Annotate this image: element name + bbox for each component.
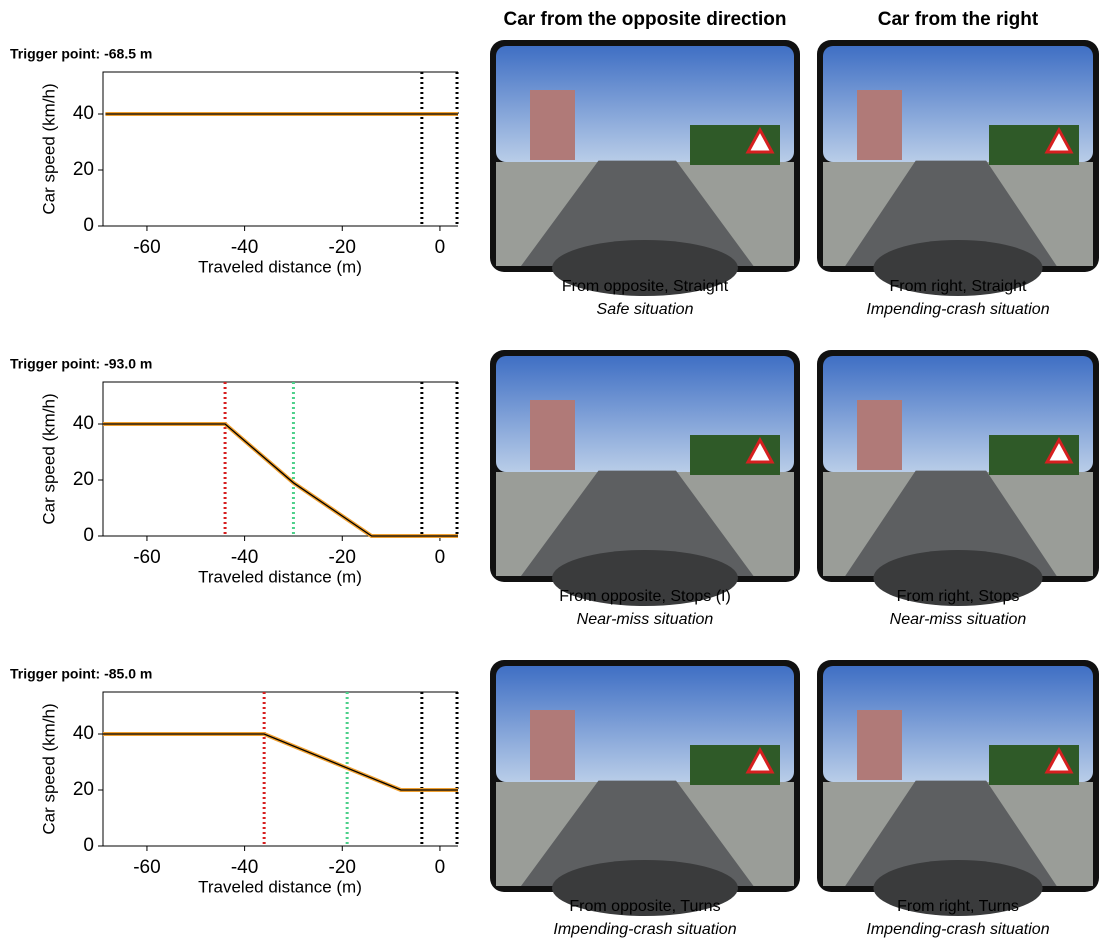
y-tick-label: 0 [83, 215, 94, 236]
image-situation: Near-miss situation [577, 611, 714, 628]
speed-line-edge [103, 423, 458, 537]
image-caption: From opposite, Stops (I) [559, 588, 731, 605]
y-tick-label: 20 [73, 779, 94, 800]
y-tick-label: 0 [83, 835, 94, 856]
road [521, 160, 754, 266]
x-tick-label: -40 [231, 857, 258, 878]
chart-title: Trigger point: -68.5 m [10, 46, 152, 62]
x-tick-label: 0 [435, 857, 446, 878]
image-situation: Impending-crash situation [866, 921, 1049, 938]
column-title: Car from the right [878, 9, 1039, 30]
chart-title: Trigger point: -93.0 m [10, 356, 152, 372]
warning-sign [745, 436, 775, 464]
road [521, 780, 754, 886]
image-caption: From opposite, Turns [569, 898, 720, 915]
y-axis-label: Car speed (km/h) [39, 83, 58, 214]
building [857, 90, 902, 160]
car-hood [873, 860, 1043, 916]
car-hood [552, 240, 738, 296]
x-axis-label: Traveled distance (m) [198, 877, 362, 896]
axis-frame [102, 381, 458, 537]
x-tick-label: -40 [231, 547, 258, 568]
car-hood [873, 240, 1043, 296]
warning-sign [745, 126, 775, 154]
warning-sign [1044, 746, 1074, 774]
scene-image [817, 350, 1099, 606]
image-situation: Impending-crash situation [553, 921, 736, 938]
x-tick-label: -60 [133, 547, 160, 568]
scene-image [490, 350, 800, 606]
building [530, 90, 575, 160]
building [530, 400, 575, 470]
y-tick-label: 20 [73, 159, 94, 180]
warning-sign [1044, 436, 1074, 464]
x-tick-label: -20 [329, 547, 356, 568]
road [845, 160, 1057, 266]
x-axis-label: Traveled distance (m) [198, 567, 362, 586]
scene-image [817, 40, 1099, 296]
image-caption: From right, Turns [897, 898, 1019, 915]
x-tick-label: -60 [133, 237, 160, 258]
scene-image [490, 660, 800, 916]
y-tick-label: 40 [73, 723, 94, 744]
axis-frame [102, 691, 458, 847]
x-axis-label: Traveled distance (m) [198, 257, 362, 276]
image-caption: From opposite, Straight [562, 278, 729, 295]
road [845, 780, 1057, 886]
y-axis-label: Car speed (km/h) [39, 393, 58, 524]
y-tick-label: 0 [83, 525, 94, 546]
scene-image [817, 660, 1099, 916]
speed-line [103, 422, 458, 538]
image-caption: From right, Stops [897, 588, 1020, 605]
road [521, 470, 754, 576]
x-tick-label: -60 [133, 857, 160, 878]
car-hood [552, 550, 738, 606]
road [845, 470, 1057, 576]
building [530, 710, 575, 780]
image-situation: Safe situation [597, 301, 694, 318]
y-tick-label: 40 [73, 413, 94, 434]
warning-sign [745, 746, 775, 774]
car-hood [873, 550, 1043, 606]
column-title: Car from the opposite direction [504, 9, 787, 30]
speed-line-edge [103, 733, 458, 791]
x-tick-label: -40 [231, 237, 258, 258]
speed-line [103, 732, 458, 792]
x-tick-label: 0 [435, 547, 446, 568]
chart-title: Trigger point: -85.0 m [10, 666, 152, 682]
x-tick-label: -20 [329, 857, 356, 878]
image-caption: From right, Straight [890, 278, 1027, 295]
scene-image [490, 40, 800, 296]
warning-sign [1044, 126, 1074, 154]
car-hood [552, 860, 738, 916]
y-tick-label: 20 [73, 469, 94, 490]
building [857, 400, 902, 470]
x-tick-label: -20 [329, 237, 356, 258]
image-situation: Impending-crash situation [866, 301, 1049, 318]
y-tick-label: 40 [73, 103, 94, 124]
axis-frame [102, 71, 458, 227]
x-tick-label: 0 [435, 237, 446, 258]
y-axis-label: Car speed (km/h) [39, 703, 58, 834]
building [857, 710, 902, 780]
image-situation: Near-miss situation [890, 611, 1027, 628]
